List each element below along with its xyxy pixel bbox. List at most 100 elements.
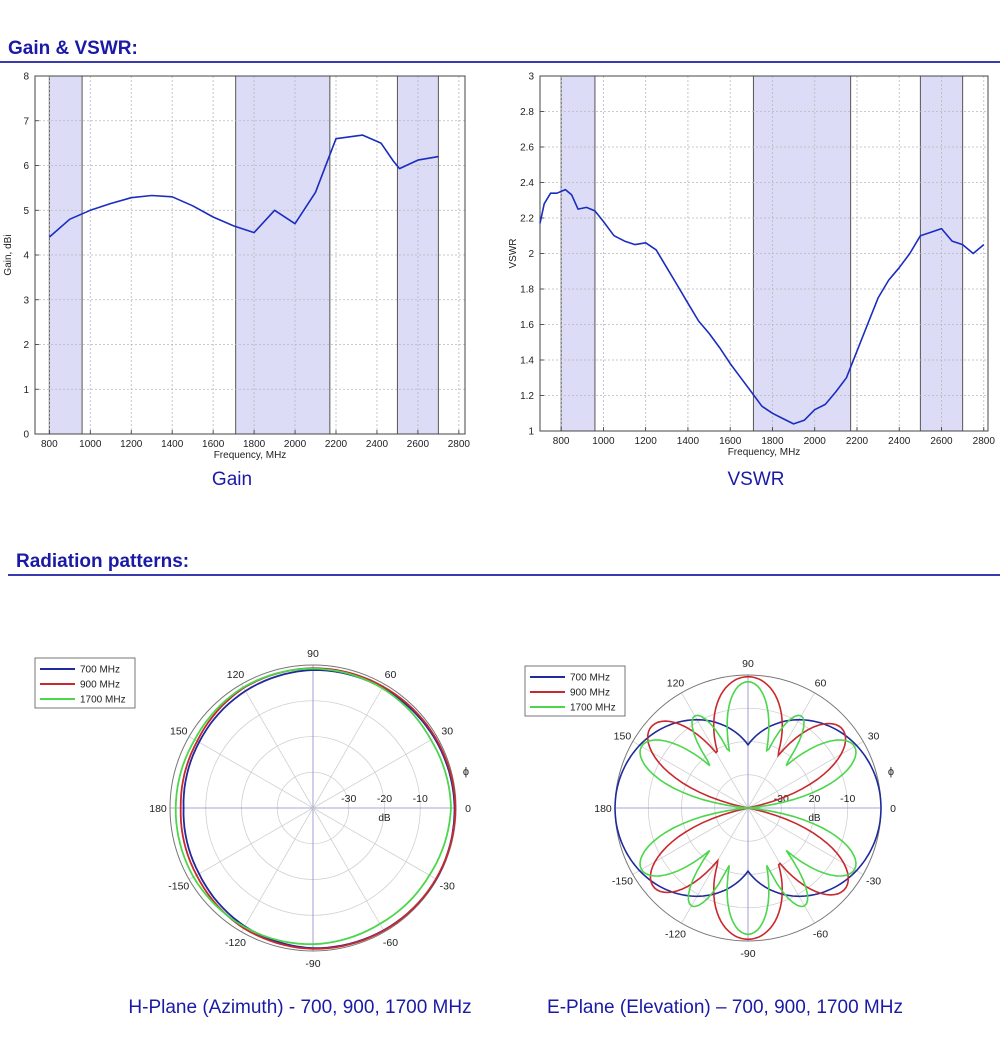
x-tick-label: 2600 (407, 439, 430, 450)
angle-tick-label: -30 (440, 881, 455, 893)
y-tick-label: 4 (23, 251, 29, 262)
x-tick-label: 2400 (366, 439, 389, 450)
x-tick-label: 1400 (677, 436, 700, 447)
h-plane-polar-chart: 90 60 30 0 -30 -60 -90 -120 -150 180 150 120 -30 -20 -… (34, 648, 471, 970)
series-line (174, 667, 452, 946)
radial-unit-label: dB (808, 813, 821, 824)
x-tick-label: 2200 (846, 436, 869, 447)
angle-tick-label: 180 (594, 803, 612, 815)
x-tick-label: 1600 (719, 436, 742, 447)
section-title-gain-vswr: Gain & VSWR: (8, 38, 138, 59)
y-tick-label: 2.8 (520, 107, 534, 118)
polar-spoke (312, 736, 438, 809)
radial-tick-label: -10 (840, 793, 855, 805)
y-tick-label: 7 (23, 116, 29, 127)
phi-label: ϕ (463, 766, 469, 778)
angle-tick-label: 180 (149, 803, 167, 815)
legend-label: 900 MHz (570, 688, 610, 699)
legend-label: 700 MHz (570, 673, 610, 684)
polar-spoke (188, 736, 314, 809)
y-tick-label: 2 (528, 249, 534, 260)
e-plane-caption: E-Plane (Elevation) – 700, 900, 1700 MHz (547, 997, 903, 1018)
polar-spoke (312, 683, 385, 809)
angle-tick-label: -30 (866, 876, 881, 888)
angle-tick-label: -120 (225, 937, 246, 949)
y-tick-label: 1.2 (520, 391, 534, 402)
legend-label: 700 MHz (80, 665, 120, 676)
x-tick-label: 1000 (592, 436, 615, 447)
x-tick-label: 1200 (120, 439, 143, 450)
vswr-chart: 800 1000 1200 1400 1600 1800 2000 2200 2400 2600 2… (508, 72, 996, 459)
angle-tick-label: -90 (305, 958, 320, 970)
polar-spoke (681, 807, 749, 924)
y-tick-label: 2.4 (520, 178, 534, 189)
vswr-caption: VSWR (727, 469, 785, 490)
y-tick-label: 3 (528, 72, 534, 83)
series-line (639, 680, 857, 936)
angle-tick-label: 30 (868, 731, 880, 743)
polar-spoke (312, 807, 385, 933)
x-tick-label: 2800 (973, 436, 996, 447)
x-tick-label: 2400 (888, 436, 911, 447)
y-tick-label: 1.8 (520, 285, 534, 296)
legend-label: 1700 MHz (80, 695, 126, 706)
frequency-band (49, 76, 83, 434)
polar-spoke (241, 807, 314, 933)
angle-tick-label: 60 (385, 669, 397, 681)
angle-tick-label: 90 (307, 648, 319, 660)
angle-tick-label: -90 (740, 948, 755, 960)
radial-tick-label: -20 (377, 793, 392, 805)
polar-spoke (188, 807, 314, 880)
polar-spoke (312, 807, 438, 880)
gain-caption: Gain (211, 469, 253, 490)
y-tick-label: 5 (23, 206, 29, 217)
y-axis-label: VSWR (508, 239, 519, 269)
x-tick-label: 2200 (325, 439, 348, 450)
series-line (179, 667, 457, 950)
x-tick-label: 1000 (79, 439, 102, 450)
plot-frame (539, 75, 989, 432)
polar-spoke (241, 683, 314, 809)
y-tick-label: 1 (528, 427, 534, 438)
y-tick-label: 3 (23, 295, 29, 306)
radial-tick-label: -10 (413, 793, 428, 805)
x-axis-label: Frequency, MHz (214, 450, 287, 461)
angle-tick-label: -150 (612, 876, 633, 888)
series-line (614, 718, 882, 898)
angle-tick-label: -120 (665, 929, 686, 941)
y-tick-label: 6 (23, 161, 29, 172)
y-tick-label: 2.2 (520, 214, 534, 225)
y-tick-label: 8 (23, 72, 29, 83)
radial-unit-label: dB (378, 813, 391, 824)
polar-spoke (747, 692, 815, 809)
x-axis-label: Frequency, MHz (728, 447, 801, 458)
series-line (48, 134, 439, 238)
x-tick-label: 2600 (930, 436, 953, 447)
y-tick-label: 1.4 (520, 356, 534, 367)
polar-spoke (747, 741, 864, 809)
radial-tick-label: 20 (809, 793, 821, 805)
y-tick-label: 2 (23, 340, 29, 351)
x-tick-label: 2800 (448, 439, 471, 450)
gain-chart: 800 1000 1200 1400 1600 1800 2000 2200 2400 2600 2… (3, 72, 471, 462)
y-tick-label: 2.6 (520, 143, 534, 154)
angle-tick-label: 30 (441, 726, 453, 738)
section-title-radiation-patterns: Radiation patterns: (16, 551, 190, 572)
x-tick-label: 800 (553, 436, 570, 447)
section-divider (0, 61, 1000, 63)
h-plane-caption: H-Plane (Azimuth) - 700, 900, 1700 MHz (128, 997, 472, 1018)
legend-label: 900 MHz (80, 680, 120, 691)
x-tick-label: 2000 (804, 436, 827, 447)
x-tick-label: 1800 (761, 436, 784, 447)
y-axis-label: Gain, dBi (3, 234, 14, 275)
angle-tick-label: 0 (465, 803, 471, 815)
plot-frame (34, 75, 466, 435)
x-tick-label: 2000 (284, 439, 307, 450)
phi-label: ϕ (888, 766, 894, 778)
y-tick-label: 0 (23, 430, 29, 441)
y-tick-label: 1.6 (520, 320, 534, 331)
section-divider (8, 574, 1000, 576)
x-tick-label: 1200 (635, 436, 658, 447)
angle-tick-label: 60 (815, 677, 827, 689)
